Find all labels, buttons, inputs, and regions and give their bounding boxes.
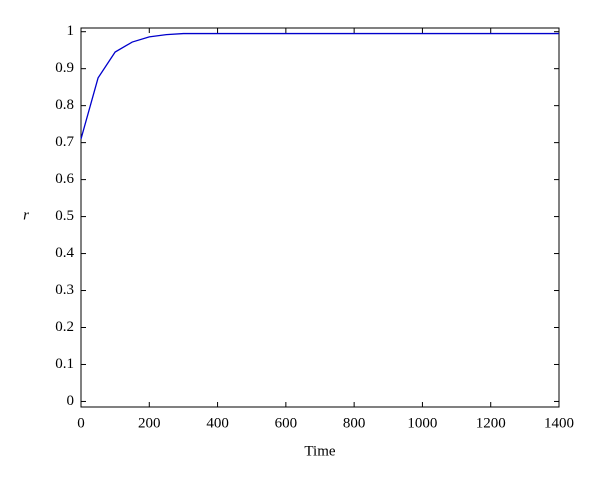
y-tick-label: 0.3 [55, 282, 74, 298]
x-axis-label: Time [304, 443, 335, 459]
x-tick-label: 1400 [544, 415, 574, 431]
y-tick-label: 0.5 [55, 208, 74, 224]
x-tick-label: 200 [138, 415, 161, 431]
y-axis-label: r [23, 207, 29, 223]
y-tick-label: 0.1 [55, 356, 74, 372]
x-tick-label: 1000 [407, 415, 437, 431]
plot-frame [80, 27, 560, 408]
x-tick-label: 800 [343, 415, 366, 431]
x-tick-label: 400 [206, 415, 229, 431]
y-tick-label: 1 [67, 23, 75, 39]
y-tick-label: 0.8 [55, 97, 74, 113]
data-line [80, 32, 559, 140]
y-tick-label: 0.4 [55, 245, 74, 261]
x-tick-label: 0 [77, 415, 85, 431]
y-tick-label: 0 [67, 393, 75, 409]
y-tick-label: 0.6 [55, 171, 74, 187]
y-tick-label: 0.9 [55, 60, 74, 76]
y-tick-label: 0.7 [55, 134, 74, 150]
x-tick-label: 600 [275, 415, 298, 431]
x-tick-label: 1200 [476, 415, 506, 431]
y-tick-label: 0.2 [55, 319, 74, 335]
